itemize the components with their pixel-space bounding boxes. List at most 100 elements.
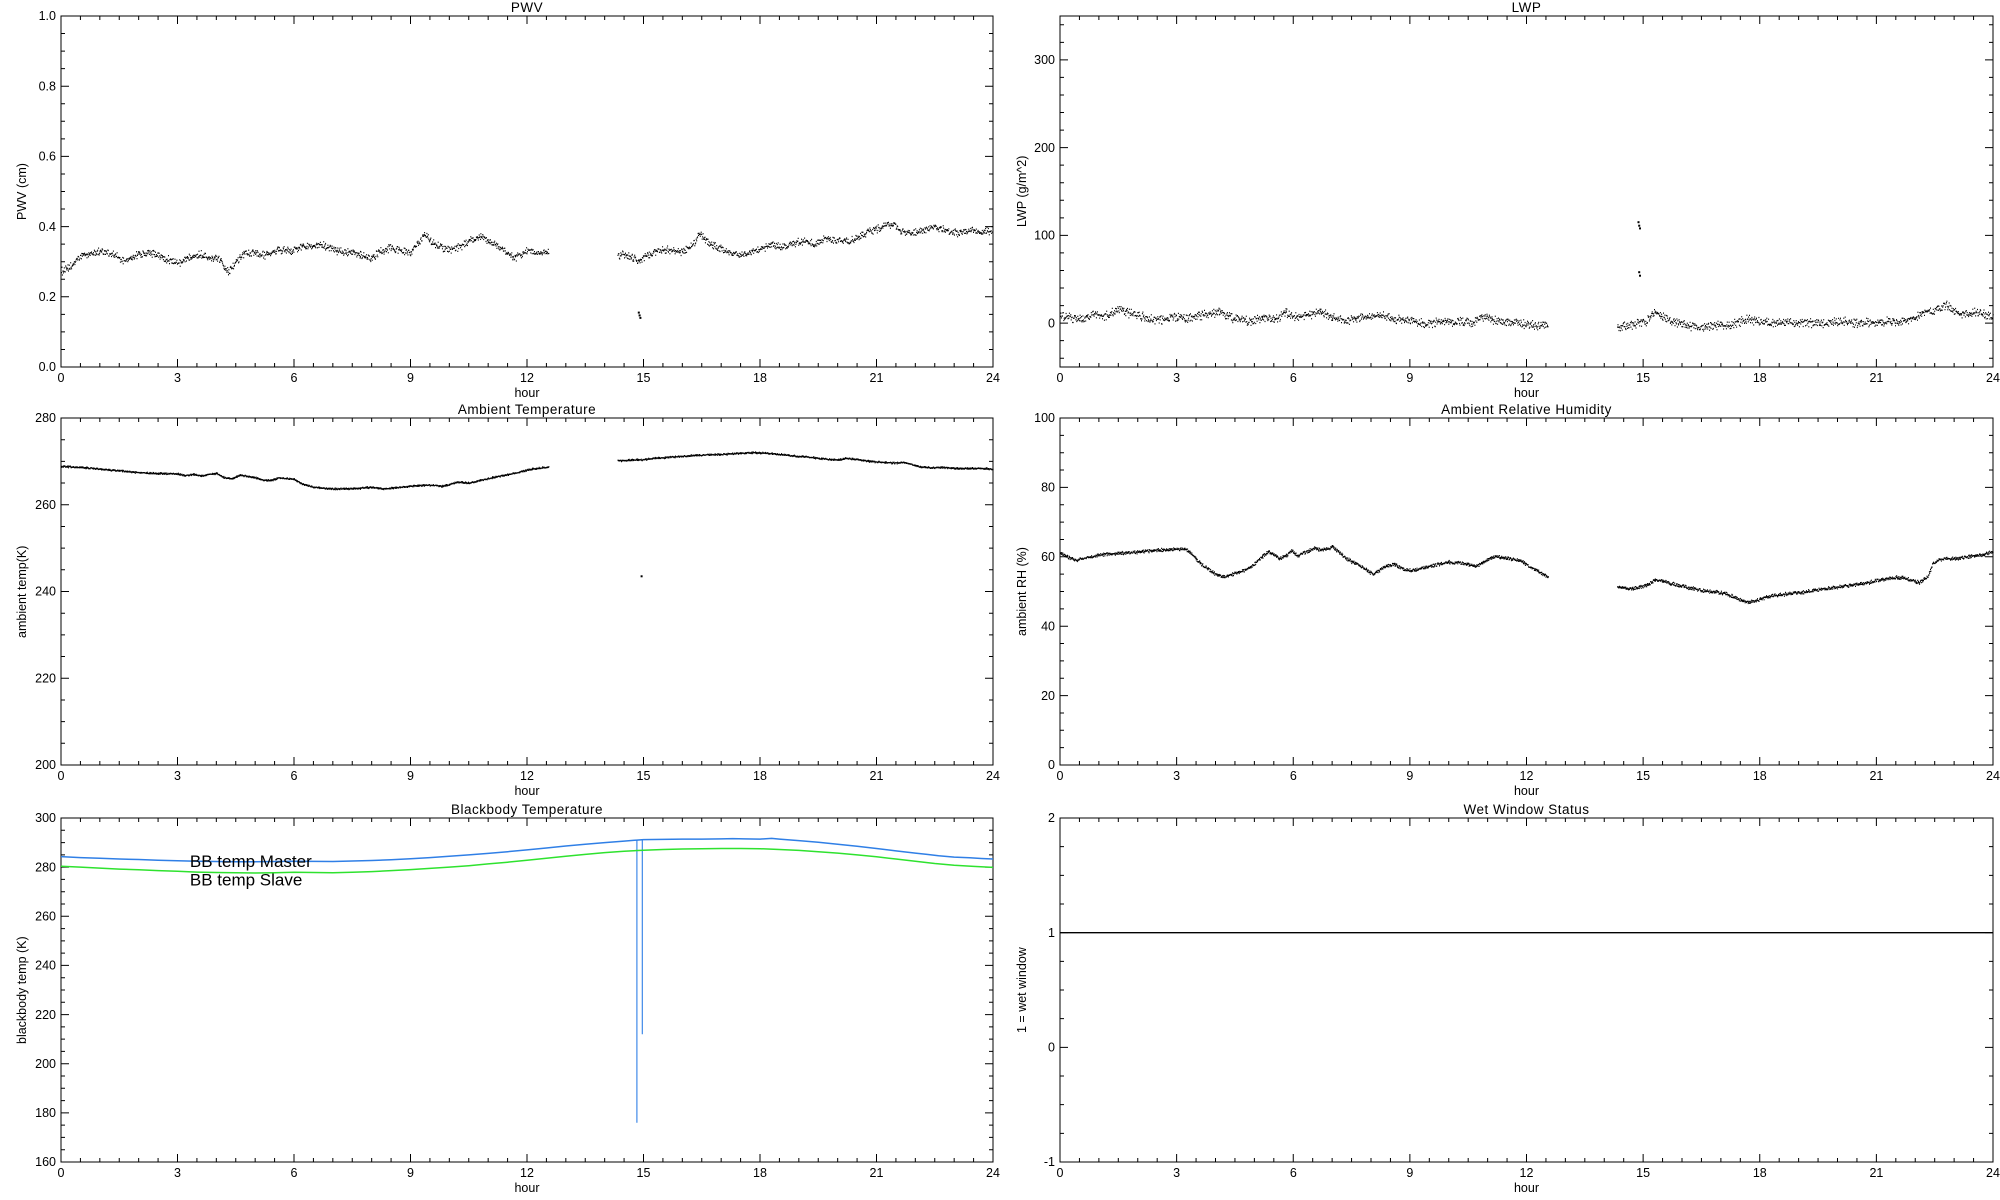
x-axis-label: hour: [514, 1181, 540, 1195]
x-tick-label: 6: [291, 769, 298, 783]
x-tick-label: 3: [174, 1166, 181, 1180]
x-tick-label: 18: [1753, 769, 1767, 783]
y-tick-label: 0.2: [39, 290, 56, 304]
y-tick-label: 240: [35, 959, 56, 973]
series-bb-temp-master: [60, 837, 994, 863]
y-tick-label: 280: [35, 411, 56, 425]
outlier-point: [638, 314, 641, 317]
y-tick-label: 260: [35, 910, 56, 924]
blackbody-temperature-plot: 0 3 6 9 12 15 18 21 24 160 180 200 220 240 260 280 300 BB…: [35, 811, 1000, 1180]
pwv-plot: 0 3 6 9 12 15 18 21 24 0.0 0.2 0.4 0.6 0.8 1.0: [39, 9, 1000, 385]
chart-title: Ambient Temperature: [457, 402, 597, 417]
series-bb-temp-slave: [60, 847, 994, 874]
outlier-point: [1637, 221, 1640, 224]
panel-pwv: PWV PWV (cm) hour 0 3 6 9 12 15 18 21 24 0.0 0.2 0.…: [0, 0, 1000, 400]
y-tick-label: 1.0: [39, 9, 56, 23]
x-tick-labels: 0 3 6 9 12 15 18 21 24: [58, 1166, 1000, 1180]
axis-tick-marks: [1059, 817, 1994, 1163]
x-axis-label: hour: [1513, 386, 1540, 400]
x-tick-label: 21: [1869, 769, 1883, 783]
x-tick-label: 15: [637, 371, 651, 385]
y-tick-label: 2: [1048, 811, 1055, 825]
x-tick-label: 12: [520, 1166, 534, 1180]
axis-tick-marks: [1059, 417, 1994, 766]
x-tick-label: 12: [520, 769, 534, 783]
x-tick-label: 9: [407, 371, 414, 385]
y-tick-label: 200: [1034, 141, 1055, 155]
y-tick-label: 220: [35, 1008, 56, 1022]
ambient-relative-humidity-plot: 0 3 6 9 12 15 18 21 24 0 20 40 60 80 100: [1034, 411, 2000, 783]
x-tick-label: 9: [1406, 1166, 1413, 1180]
x-tick-label: 9: [1406, 371, 1413, 385]
x-tick-label: 6: [1290, 769, 1297, 783]
y-tick-label: 0: [1048, 758, 1055, 772]
y-tick-label: 100: [1034, 411, 1055, 425]
outlier-point: [1639, 274, 1641, 277]
x-tick-label: 6: [1290, 371, 1297, 385]
plot-frame: [1059, 15, 1994, 368]
x-tick-label: 9: [407, 1166, 414, 1180]
y-tick-label: 0: [1048, 316, 1055, 330]
y-tick-label: 0.0: [39, 360, 56, 374]
series-bb-temp-master-dropout-spikes: [636, 839, 643, 1123]
outlier-point: [1639, 227, 1641, 230]
x-tick-label: 15: [637, 769, 651, 783]
plot-frame: [60, 15, 994, 368]
x-tick-label: 24: [986, 1166, 1000, 1180]
chart-title: PWV: [510, 0, 544, 15]
y-tick-label: 240: [35, 585, 56, 599]
x-tick-label: 0: [58, 769, 65, 783]
x-tick-labels: 0 3 6 9 12 15 18 21 24: [58, 769, 1000, 783]
x-tick-label: 18: [753, 769, 767, 783]
y-tick-labels: 0 20 40 60 80 100: [1034, 411, 1055, 772]
x-tick-label: 3: [1173, 371, 1180, 385]
outlier-point: [639, 316, 642, 319]
x-tick-label: 6: [1290, 1166, 1297, 1180]
x-tick-label: 12: [1520, 1166, 1534, 1180]
chart-title: Blackbody Temperature: [450, 802, 604, 817]
x-tick-label: 9: [1406, 769, 1413, 783]
plot-frame: [1059, 417, 1994, 766]
outlier-point: [640, 575, 643, 578]
y-tick-label: 220: [35, 671, 56, 685]
x-tick-label: 15: [637, 1166, 651, 1180]
x-tick-label: 18: [1753, 1166, 1767, 1180]
y-tick-labels: 200 220 240 260 280: [35, 411, 56, 772]
x-tick-label: 15: [1636, 769, 1650, 783]
panel-ambient-temperature: Ambient Temperature ambient temp(K) hour…: [0, 400, 1000, 800]
y-tick-label: 300: [35, 811, 56, 825]
x-tick-label: 12: [520, 371, 534, 385]
x-tick-label: 18: [753, 1166, 767, 1180]
x-tick-label: 12: [1520, 769, 1534, 783]
x-tick-label: 9: [407, 769, 414, 783]
y-tick-label: 0.6: [39, 150, 56, 164]
x-tick-label: 24: [1986, 769, 2000, 783]
y-tick-labels: 0 100 200 300: [1034, 53, 1055, 330]
x-tick-label: 21: [870, 371, 884, 385]
y-tick-label: 1: [1048, 926, 1055, 940]
chart-title: Ambient Relative Humidity: [1441, 402, 1612, 417]
y-tick-label: 160: [35, 1155, 56, 1169]
axis-tick-marks: [60, 417, 994, 766]
panel-ambient-relative-humidity: Ambient Relative Humidity ambient RH (%)…: [1000, 400, 2000, 800]
y-tick-label: 180: [35, 1106, 56, 1120]
y-tick-labels: 160 180 200 220 240 260 280 300: [35, 811, 56, 1169]
x-tick-label: 0: [58, 371, 65, 385]
ambient-temperature-plot: 0 3 6 9 12 15 18 21 24 200 220 240 260 280: [35, 411, 1000, 783]
x-tick-label: 24: [1986, 1166, 2000, 1180]
x-tick-label: 18: [753, 371, 767, 385]
plot-frame: [1059, 817, 1994, 1163]
y-tick-label: -1: [1044, 1155, 1055, 1169]
x-tick-label: 6: [291, 1166, 298, 1180]
x-tick-label: 0: [1057, 371, 1064, 385]
axis-tick-marks: [60, 15, 994, 368]
x-tick-label: 24: [986, 371, 1000, 385]
x-tick-labels: 0 3 6 9 12 15 18 21 24: [1057, 769, 2000, 783]
x-tick-label: 15: [1636, 1166, 1650, 1180]
x-tick-label: 0: [1057, 769, 1064, 783]
x-tick-labels: 0 3 6 9 12 15 18 21 24: [1057, 371, 2000, 385]
x-tick-label: 21: [870, 1166, 884, 1180]
y-tick-label: 200: [35, 758, 56, 772]
